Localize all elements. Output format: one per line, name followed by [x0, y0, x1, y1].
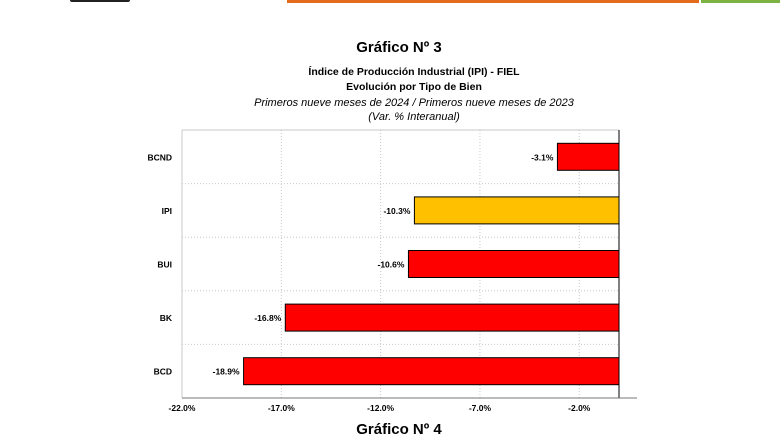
top-bar-orange-segment: [287, 0, 699, 3]
category-label: BCD: [154, 367, 172, 377]
bar-bui: [407, 250, 620, 278]
data-label: -18.9%: [213, 367, 240, 377]
bar-bcnd: [556, 142, 620, 171]
grid-layer: [181, 130, 619, 398]
category-label: BCND: [147, 152, 172, 162]
x-tick-label: -17.0%: [268, 403, 295, 413]
category-label: BUI: [157, 260, 172, 270]
figure-title: Gráfico Nº 3: [356, 39, 442, 56]
bar-bk: [284, 303, 620, 332]
bar-bcd: [243, 357, 620, 386]
chart-subtitle-2: Primeros nueve meses de 2024 / Primeros …: [254, 97, 574, 109]
x-tick-label: -2.0%: [568, 403, 591, 413]
chart-subtitle-3: (Var. % Interanual): [368, 111, 460, 123]
next-figure-title: Gráfico Nº 4: [356, 421, 442, 438]
chart-subtitle-1: Evolución por Tipo de Bien: [346, 81, 482, 93]
data-label: -10.6%: [378, 260, 405, 270]
x-tick-label: -12.0%: [367, 403, 394, 413]
bar-ipi: [413, 196, 620, 225]
chart-subtitle-block: Primeros nueve meses de 2024 / Primeros …: [0, 96, 780, 124]
label-layer: -3.1% BCND -10.3% IPI -10.6% BUI -16.8% BK -18.9…: [147, 152, 590, 413]
bar-layer: [243, 142, 620, 386]
top-color-bar: [0, 0, 780, 3]
category-label: BK: [160, 313, 173, 323]
axis-layer: [181, 129, 637, 399]
top-bar-green-segment: [701, 0, 780, 3]
x-tick-label: -7.0%: [469, 403, 492, 413]
category-label: IPI: [162, 206, 172, 216]
chart-title: Índice de Producción Industrial (IPI) - …: [308, 66, 520, 78]
x-tick-label: -22.0%: [169, 403, 196, 413]
chart-title-block: Índice de Producción Industrial (IPI) - …: [0, 65, 780, 95]
data-label: -10.3%: [383, 206, 410, 216]
top-bar-dark-segment: [70, 0, 130, 2]
data-label: -16.8%: [254, 313, 281, 323]
data-label: -3.1%: [531, 152, 554, 162]
